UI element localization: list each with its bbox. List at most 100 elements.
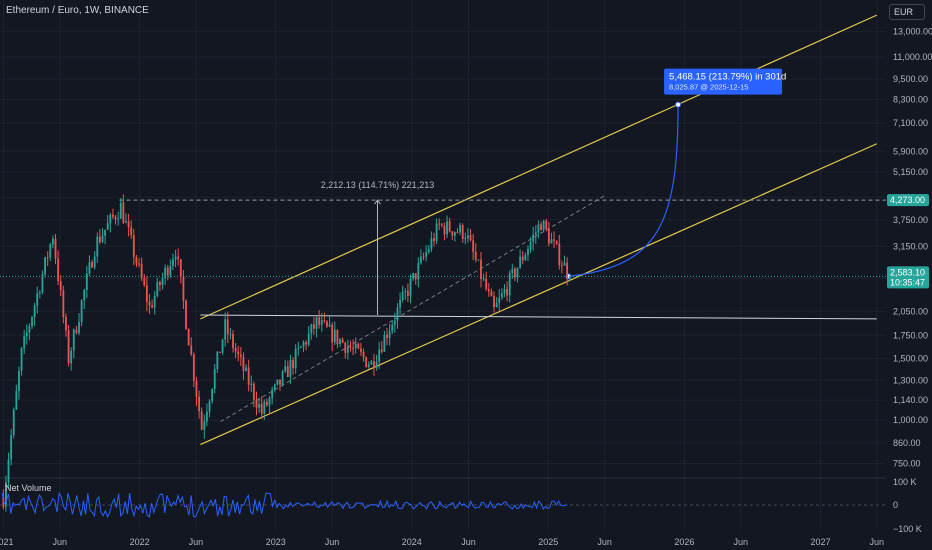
candle-body xyxy=(558,243,561,266)
ath-price-text: 4,273.00 xyxy=(890,195,925,205)
candle-body xyxy=(469,235,472,241)
candle-body xyxy=(516,267,519,278)
candle-body xyxy=(289,360,292,377)
candle-body xyxy=(179,259,182,277)
candle-body xyxy=(260,404,263,414)
candle-body xyxy=(80,300,83,322)
candle-body xyxy=(393,320,396,325)
candle-body xyxy=(474,251,477,260)
candle-body xyxy=(451,231,454,236)
candle-body xyxy=(406,291,409,296)
candle-body xyxy=(294,348,297,369)
price-tick-label: 9,500.00 xyxy=(893,74,928,84)
candle-body xyxy=(208,401,211,412)
candle-body xyxy=(399,299,401,308)
time-tick-label: Jun xyxy=(733,537,748,547)
candle-body xyxy=(98,236,101,243)
overlay-labels: 2,212.13 (114.71%) 221,213 5,468.15 (213.… xyxy=(321,68,786,190)
candle-body xyxy=(23,336,26,349)
time-tick-label: 2026 xyxy=(674,537,694,547)
price-tick-label: 1,750.00 xyxy=(893,330,928,340)
candle-body xyxy=(65,317,67,331)
candle-body xyxy=(229,333,232,335)
candle-body xyxy=(36,293,39,306)
candle-body xyxy=(216,351,219,370)
candle-body xyxy=(219,351,221,353)
candle-body xyxy=(495,302,498,308)
price-tick-label: 11,000.00 xyxy=(893,52,932,62)
time-axis: 2021 Jun 2022 Jun 2023 Jun 2024 Jun 2025 Jun 2026 J… xyxy=(0,537,884,547)
candle-body xyxy=(339,339,341,344)
time-tick-label: Jun xyxy=(461,537,476,547)
candle-body xyxy=(96,236,99,257)
candle-body xyxy=(409,278,412,296)
candle-body xyxy=(503,289,506,294)
currency-button[interactable]: EUR xyxy=(889,4,925,20)
candle-body xyxy=(349,346,352,348)
time-tick-label: 2023 xyxy=(266,537,286,547)
candle-body xyxy=(305,342,308,345)
candle-body xyxy=(506,289,509,296)
price-tick-label: 5,150.00 xyxy=(893,167,928,177)
candle-body xyxy=(44,257,46,275)
candle-body xyxy=(198,396,200,412)
candle-body xyxy=(537,224,540,233)
projection-curve xyxy=(568,104,679,277)
volume-axis-label: −100 K xyxy=(893,524,922,534)
support-line xyxy=(200,314,877,320)
candle-body xyxy=(106,223,109,230)
candle-body xyxy=(12,409,15,435)
candle-body xyxy=(383,334,386,352)
candle-body xyxy=(401,291,404,300)
candle-body xyxy=(412,273,415,279)
candle-body xyxy=(164,267,167,278)
price-tick-label: 8,300.00 xyxy=(893,95,928,105)
price-tick-label: 5,900.00 xyxy=(893,146,928,156)
candle-body xyxy=(145,285,148,302)
candle-body xyxy=(336,329,339,344)
candle-body xyxy=(307,333,310,345)
target-label-box xyxy=(664,68,783,95)
candle-body xyxy=(104,229,107,236)
candle-body xyxy=(91,262,93,268)
candle-body xyxy=(359,348,362,352)
candle-body xyxy=(547,228,550,244)
candle-body xyxy=(521,256,524,261)
volume-pane: 100 K 0 −100 K xyxy=(0,477,922,534)
candle-body xyxy=(78,321,80,334)
candle-body xyxy=(174,256,177,260)
candle-body xyxy=(560,265,563,267)
candle-body xyxy=(221,339,224,353)
candle-body xyxy=(485,278,488,290)
candle-body xyxy=(38,292,41,294)
candle-body xyxy=(464,238,467,240)
candle-body xyxy=(46,257,49,259)
candle-body xyxy=(117,218,120,220)
chart-grid xyxy=(0,0,886,530)
time-tick-label: Jun xyxy=(325,537,340,547)
candle-body xyxy=(550,239,553,244)
candle-body xyxy=(422,256,425,258)
candle-body xyxy=(433,238,435,242)
candle-body xyxy=(367,364,370,367)
price-tick-label: 3,750.00 xyxy=(893,215,928,225)
time-tick-label: 2027 xyxy=(810,537,830,547)
candle-body xyxy=(75,329,78,334)
candle-body xyxy=(271,389,274,399)
candle-body xyxy=(10,434,13,460)
candle-body xyxy=(213,369,216,390)
price-tick-label: 1,500.00 xyxy=(893,354,928,364)
candle-body xyxy=(365,357,368,367)
candle-body xyxy=(519,256,522,268)
candle-body xyxy=(276,379,279,385)
candle-body xyxy=(333,329,336,343)
candle-body xyxy=(524,255,527,261)
candle-body xyxy=(148,301,151,306)
candle-body xyxy=(480,259,482,280)
candle-body xyxy=(320,320,323,325)
candle-body xyxy=(386,334,388,339)
candle-body xyxy=(448,221,451,232)
candle-body xyxy=(15,390,18,410)
candle-body xyxy=(127,221,130,228)
